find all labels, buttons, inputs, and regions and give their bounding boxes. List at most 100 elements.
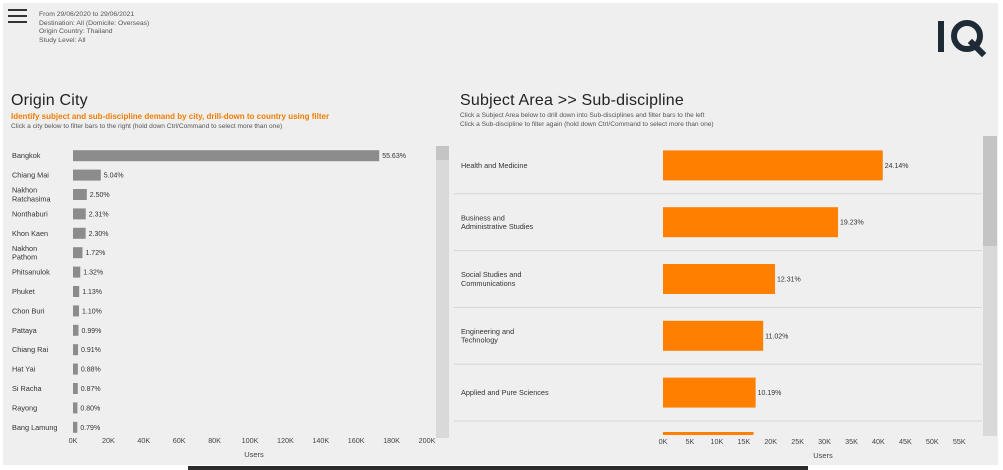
x-tick-label: 40K bbox=[872, 437, 885, 446]
city-label[interactable]: Bang Lamung bbox=[12, 423, 57, 432]
subject-area-chart[interactable]: Health and Medicine 24.14% Business and Adm… bbox=[450, 135, 1000, 465]
city-bar[interactable] bbox=[73, 189, 87, 200]
city-label-line: Bangkok bbox=[12, 151, 41, 160]
subject-value-label: 24.14% bbox=[885, 163, 909, 170]
city-label[interactable]: Rayong bbox=[12, 403, 37, 412]
subject-label-line: Health and Medicine bbox=[461, 161, 528, 170]
subject-label[interactable]: Health and Medicine bbox=[461, 161, 528, 170]
subject-bar-partial[interactable] bbox=[663, 432, 754, 435]
city-value-label: 55.63% bbox=[382, 153, 406, 160]
city-label[interactable]: Nonthaburi bbox=[12, 209, 48, 218]
city-bar[interactable] bbox=[73, 383, 78, 394]
city-bar[interactable] bbox=[73, 286, 80, 297]
filter-study-level: Study Level: All bbox=[39, 36, 86, 44]
subject-area-instructions-1: Click a Subject Area below to drill down… bbox=[460, 112, 705, 119]
city-bar[interactable] bbox=[73, 247, 83, 259]
x-tick-label: 20K bbox=[102, 436, 115, 445]
filter-destination: Destination: All (Domicile: Overseas) bbox=[39, 19, 150, 27]
city-value-label: 1.13% bbox=[82, 289, 102, 296]
x-tick-label: 40K bbox=[137, 436, 150, 445]
x-tick-label: 0K bbox=[659, 437, 668, 446]
subject-label-line: Engineering and bbox=[461, 327, 514, 336]
city-label[interactable]: Chiang Rai bbox=[12, 345, 48, 354]
x-tick-label: 140K bbox=[312, 436, 329, 445]
x-tick-label: 200K bbox=[419, 436, 436, 445]
city-label[interactable]: Phitsanulok bbox=[12, 268, 50, 277]
city-bar[interactable] bbox=[73, 421, 78, 433]
city-label-line: Khon Kaen bbox=[12, 229, 48, 238]
city-value-label: 0.79% bbox=[80, 425, 100, 432]
subject-label-line: Business and bbox=[461, 213, 505, 222]
city-label[interactable]: Nakhon Pathom bbox=[12, 244, 37, 262]
origin-city-title: Origin City bbox=[11, 92, 88, 109]
city-label[interactable]: Bangkok bbox=[12, 151, 41, 160]
city-bar[interactable] bbox=[73, 266, 81, 278]
city-bar[interactable] bbox=[73, 305, 80, 317]
city-bar[interactable] bbox=[73, 227, 86, 239]
subject-bar[interactable] bbox=[663, 320, 764, 351]
subject-area-scrollbar[interactable] bbox=[983, 136, 997, 436]
subject-bar[interactable] bbox=[663, 207, 839, 238]
city-label-line: Nonthaburi bbox=[12, 209, 48, 218]
city-bar[interactable] bbox=[73, 150, 380, 162]
city-label-line: Phuket bbox=[12, 287, 35, 296]
subject-label-line: Social Studies and bbox=[461, 270, 521, 279]
city-label-line: Rayong bbox=[12, 403, 37, 412]
x-tick-label: 35K bbox=[845, 437, 858, 446]
x-tick-label: 25K bbox=[791, 437, 804, 446]
subject-bar[interactable] bbox=[663, 150, 883, 181]
origin-city-subtitle: Identify subject and sub-discipline dema… bbox=[11, 112, 330, 121]
city-label[interactable]: Phuket bbox=[12, 287, 35, 296]
filter-origin-country: Origin Country: Thailand bbox=[39, 28, 113, 36]
origin-city-scroll-thumb[interactable] bbox=[436, 146, 449, 160]
subject-label[interactable]: Business and Administrative Studies bbox=[461, 213, 534, 231]
city-bar[interactable] bbox=[73, 208, 86, 220]
city-label[interactable]: Khon Kaen bbox=[12, 229, 48, 238]
filter-date-range: From 29/06/2020 to 29/06/2021 bbox=[39, 11, 135, 18]
city-bar[interactable] bbox=[73, 402, 78, 414]
city-label-line: Si Racha bbox=[12, 384, 43, 393]
subject-label-line: Communications bbox=[461, 279, 516, 288]
city-label[interactable]: Si Racha bbox=[12, 384, 43, 393]
x-tick-label: 45K bbox=[899, 437, 912, 446]
city-label-line: Nakhon bbox=[12, 186, 37, 195]
subject-bar[interactable] bbox=[663, 377, 756, 408]
city-label[interactable]: Nakhon Ratchasima bbox=[12, 186, 51, 204]
subject-label[interactable]: Social Studies and Communications bbox=[461, 270, 521, 288]
city-label[interactable]: Pattaya bbox=[12, 326, 38, 335]
subject-bar[interactable] bbox=[663, 264, 776, 294]
hamburger-menu-icon[interactable] bbox=[8, 9, 27, 23]
city-value-label: 0.99% bbox=[81, 328, 101, 335]
city-label-line: Ratchasima bbox=[12, 194, 51, 203]
city-label[interactable]: Hat Yai bbox=[12, 365, 36, 374]
x-axis-title: Users bbox=[813, 451, 833, 460]
subject-label-line: Administrative Studies bbox=[461, 222, 534, 231]
city-label-line: Chon Buri bbox=[12, 306, 45, 315]
origin-city-chart[interactable]: Bangkok 55.63% Chiang Mai 5.04% Nakhon Ratcha… bbox=[0, 140, 450, 465]
subject-label-line: Technology bbox=[461, 336, 498, 345]
taskbar-strip bbox=[188, 466, 808, 470]
subject-area-scroll-thumb[interactable] bbox=[983, 136, 997, 246]
city-bar[interactable] bbox=[73, 344, 79, 356]
subject-label[interactable]: Engineering and Technology bbox=[461, 327, 514, 345]
city-value-label: 0.88% bbox=[81, 367, 101, 374]
x-tick-label: 120K bbox=[277, 436, 294, 445]
x-tick-label: 100K bbox=[242, 436, 259, 445]
city-value-label: 5.04% bbox=[104, 173, 124, 180]
subject-label[interactable]: Applied and Pure Sciences bbox=[461, 388, 549, 397]
origin-city-scrollbar[interactable] bbox=[436, 146, 449, 438]
x-tick-label: 15K bbox=[737, 437, 750, 446]
city-bar[interactable] bbox=[73, 324, 79, 336]
subject-value-label: 11.02% bbox=[765, 333, 788, 340]
x-tick-label: 5K bbox=[686, 437, 695, 446]
city-bar[interactable] bbox=[73, 169, 101, 181]
x-tick-label: 180K bbox=[383, 436, 400, 445]
city-label[interactable]: Chon Buri bbox=[12, 306, 45, 315]
city-label[interactable]: Chiang Mai bbox=[12, 171, 49, 180]
city-value-label: 0.87% bbox=[81, 386, 101, 393]
origin-city-instructions: Click a city below to filter bars to the… bbox=[11, 123, 283, 130]
subject-label-line: Applied and Pure Sciences bbox=[461, 388, 549, 397]
city-bar[interactable] bbox=[73, 363, 78, 375]
subject-value-label: 19.23% bbox=[840, 220, 864, 227]
filter-summary: From 29/06/2020 to 29/06/2021 Destinatio… bbox=[39, 11, 149, 45]
